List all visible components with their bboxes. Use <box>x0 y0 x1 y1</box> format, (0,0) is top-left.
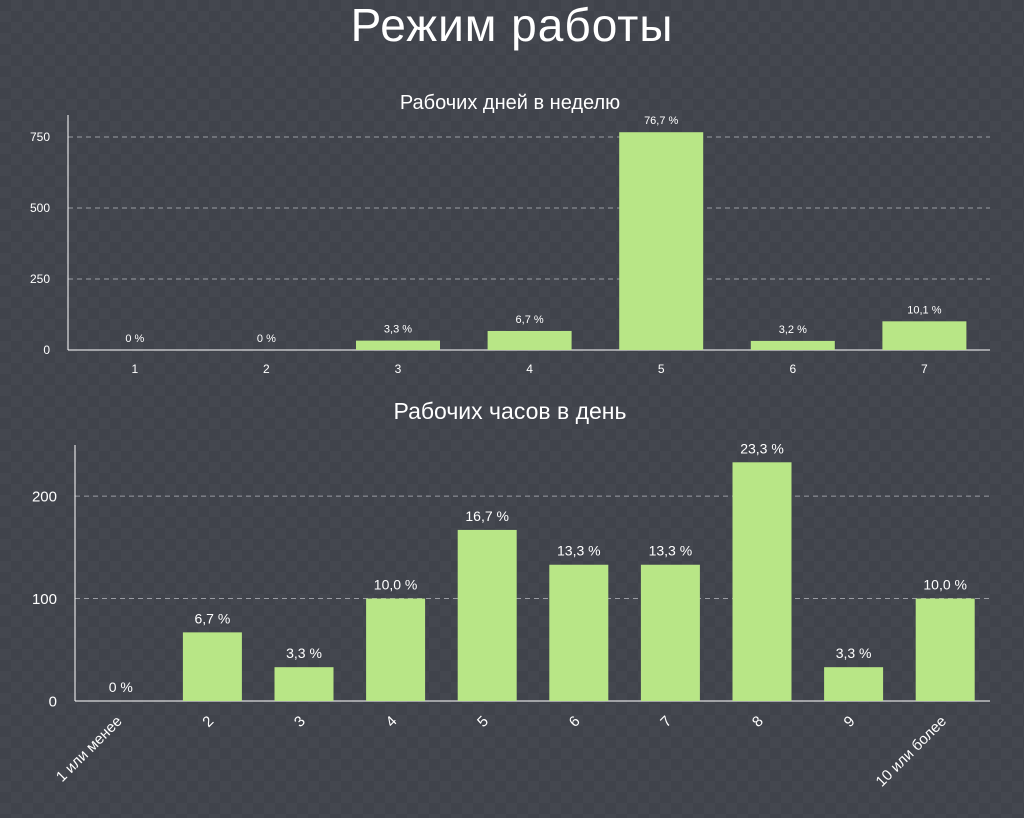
y-tick-label: 250 <box>30 272 50 286</box>
chart-title: Рабочих дней в неделю <box>400 92 620 114</box>
y-tick-label: 750 <box>30 130 50 144</box>
x-tick-label: 1 <box>131 362 138 376</box>
x-tick-label: 4 <box>526 362 533 376</box>
bar <box>882 321 967 350</box>
data-label: 10,1 % <box>907 304 941 316</box>
bar <box>640 564 700 701</box>
bar <box>274 667 334 701</box>
y-tick-label: 0 <box>43 343 50 357</box>
data-label: 13,3 % <box>649 543 693 559</box>
x-tick-label: 10 или более <box>873 713 950 790</box>
bar <box>182 632 242 701</box>
data-label: 6,7 % <box>194 610 230 626</box>
data-label: 3,3 % <box>384 324 412 336</box>
x-tick-label: 2 <box>199 713 217 731</box>
x-tick-label: 3 <box>291 713 309 731</box>
data-label: 10,0 % <box>923 577 967 593</box>
bar <box>457 529 517 701</box>
data-label: 16,7 % <box>465 508 509 524</box>
bar <box>487 330 572 350</box>
x-tick-label: 5 <box>658 362 665 376</box>
y-tick-label: 200 <box>32 488 57 505</box>
bar <box>549 564 609 701</box>
x-tick-label: 6 <box>566 713 584 731</box>
x-tick-label: 5 <box>474 713 492 731</box>
bar <box>824 667 884 701</box>
y-tick-label: 100 <box>32 591 57 608</box>
data-label: 3,2 % <box>779 324 807 336</box>
x-tick-label: 4 <box>383 713 401 731</box>
data-label: 10,0 % <box>374 577 418 593</box>
x-tick-label: 2 <box>263 362 270 376</box>
y-tick-label: 500 <box>30 201 50 215</box>
data-label: 23,3 % <box>740 440 784 456</box>
data-label: 6,7 % <box>516 314 544 326</box>
bar <box>366 598 426 701</box>
x-tick-label: 7 <box>657 713 675 731</box>
data-label: 0 % <box>109 679 133 695</box>
bar <box>356 340 440 350</box>
x-tick-label: 6 <box>789 362 796 376</box>
data-label: 0 % <box>125 333 144 345</box>
x-tick-label: 1 или менее <box>53 713 126 786</box>
data-label: 76,7 % <box>644 115 678 127</box>
bar <box>915 598 975 701</box>
x-tick-label: 8 <box>749 713 767 731</box>
data-label: 3,3 % <box>286 645 322 661</box>
x-tick-label: 3 <box>395 362 402 376</box>
data-label: 0 % <box>257 333 276 345</box>
y-tick-label: 0 <box>49 693 57 710</box>
data-label: 13,3 % <box>557 543 601 559</box>
x-tick-label: 7 <box>921 362 928 376</box>
page-title: Режим работы <box>350 0 674 51</box>
bar <box>750 340 835 350</box>
x-tick-label: 9 <box>841 713 859 731</box>
bar <box>732 462 792 701</box>
data-label: 3,3 % <box>836 645 872 661</box>
bar <box>619 132 704 350</box>
chart-title: Рабочих часов в день <box>394 398 627 424</box>
